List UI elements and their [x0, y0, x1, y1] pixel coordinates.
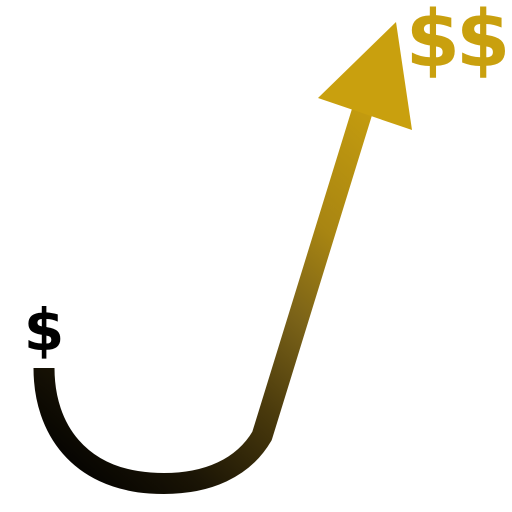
- arrow-head: [318, 22, 412, 130]
- end-dollar-signs: $$: [406, 0, 507, 85]
- start-dollar-sign: $: [24, 296, 64, 364]
- arrow-shaft: [33, 108, 373, 494]
